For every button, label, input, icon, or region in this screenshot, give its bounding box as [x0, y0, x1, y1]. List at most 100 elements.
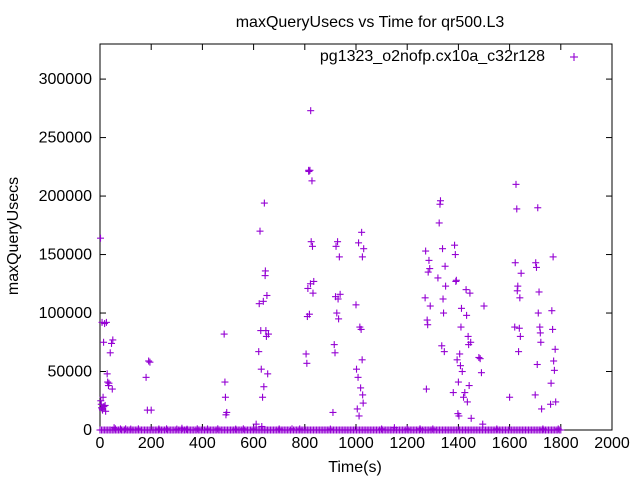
data-point — [358, 253, 366, 261]
y-axis-label: maxQueryUsecs — [5, 177, 22, 295]
data-point — [358, 356, 366, 364]
data-point — [261, 267, 269, 275]
data-point — [147, 406, 155, 414]
data-point — [221, 378, 229, 386]
data-point — [533, 360, 541, 368]
data-point — [259, 297, 267, 305]
data-point — [334, 295, 342, 303]
data-point — [515, 324, 523, 332]
data-point — [441, 262, 449, 270]
x-tick-label: 800 — [291, 435, 318, 452]
data-point — [102, 407, 110, 415]
data-point — [514, 282, 522, 290]
x-tick-label: 200 — [138, 435, 165, 452]
data-point — [461, 389, 469, 397]
data-point — [550, 357, 558, 365]
data-point — [102, 318, 110, 326]
y-tick-label: 300000 — [39, 71, 92, 88]
data-point — [517, 269, 525, 277]
y-tick-label: 200000 — [39, 188, 92, 205]
data-point — [330, 341, 338, 349]
data-point — [456, 350, 464, 358]
data-point — [452, 276, 460, 284]
data-point — [534, 204, 542, 212]
data-point — [475, 353, 483, 361]
data-point — [421, 294, 429, 302]
data-point — [255, 348, 263, 356]
legend: pg1323_o2nofp.cx10a_c32r128 — [320, 48, 578, 65]
data-point — [515, 348, 523, 356]
data-point — [425, 256, 433, 264]
chart-title: maxQueryUsecs vs Time for qr500.L3 — [236, 14, 505, 31]
data-point — [513, 205, 521, 213]
data-point — [457, 323, 465, 331]
data-point — [106, 349, 114, 357]
data-point — [308, 242, 316, 250]
data-point — [255, 300, 263, 308]
data-point — [308, 177, 316, 185]
data-point — [466, 289, 474, 297]
data-point — [304, 284, 312, 292]
data-point — [303, 359, 311, 367]
data-point — [439, 295, 447, 303]
data-point — [463, 311, 471, 319]
x-tick-label: 1400 — [441, 435, 477, 452]
data-point — [547, 379, 555, 387]
data-point — [331, 349, 339, 357]
data-point — [436, 197, 444, 205]
data-point — [335, 315, 343, 323]
data-point — [536, 329, 544, 337]
data-point — [262, 327, 270, 335]
data-point — [223, 408, 231, 416]
data-points — [96, 107, 565, 434]
data-point — [534, 309, 542, 317]
x-tick-label: 0 — [96, 435, 105, 452]
data-point — [97, 234, 105, 242]
data-point — [306, 166, 314, 174]
baseline-point-band — [96, 426, 565, 434]
data-point — [435, 219, 443, 227]
data-point — [100, 338, 108, 346]
data-point — [440, 309, 448, 317]
data-point — [455, 412, 463, 420]
data-point — [336, 290, 344, 298]
data-point — [480, 302, 488, 310]
data-point — [359, 399, 367, 407]
data-point — [511, 323, 519, 331]
data-point — [99, 393, 107, 401]
data-point — [100, 403, 108, 411]
data-point — [422, 385, 430, 393]
y-tick-label: 50000 — [48, 364, 93, 381]
data-point — [538, 405, 546, 413]
data-point — [108, 339, 116, 347]
data-point — [302, 350, 310, 358]
data-point — [465, 382, 473, 390]
data-point — [463, 398, 471, 406]
data-point — [531, 391, 539, 399]
data-point — [334, 238, 342, 246]
data-point — [353, 405, 361, 413]
data-point — [439, 245, 447, 253]
data-point — [548, 307, 556, 315]
data-point — [252, 420, 260, 428]
data-point — [451, 251, 459, 259]
data-point — [360, 245, 368, 253]
data-point — [464, 332, 472, 340]
data-point — [359, 391, 367, 399]
data-point — [257, 365, 265, 373]
axis-ticks: 0 200 400 600 800 1000 1200 1400 1600 1800 2000 0 50… — [39, 44, 630, 452]
data-point — [264, 370, 272, 378]
data-point — [426, 265, 434, 273]
data-point — [259, 393, 267, 401]
data-point — [453, 356, 461, 364]
y-tick-label: 100000 — [39, 305, 92, 322]
data-point — [309, 289, 317, 297]
data-point — [551, 345, 559, 353]
data-point — [310, 277, 318, 285]
data-point — [305, 167, 313, 175]
data-point — [333, 309, 341, 317]
data-point — [467, 414, 475, 422]
x-tick-label: 400 — [189, 435, 216, 452]
data-point — [460, 393, 468, 401]
